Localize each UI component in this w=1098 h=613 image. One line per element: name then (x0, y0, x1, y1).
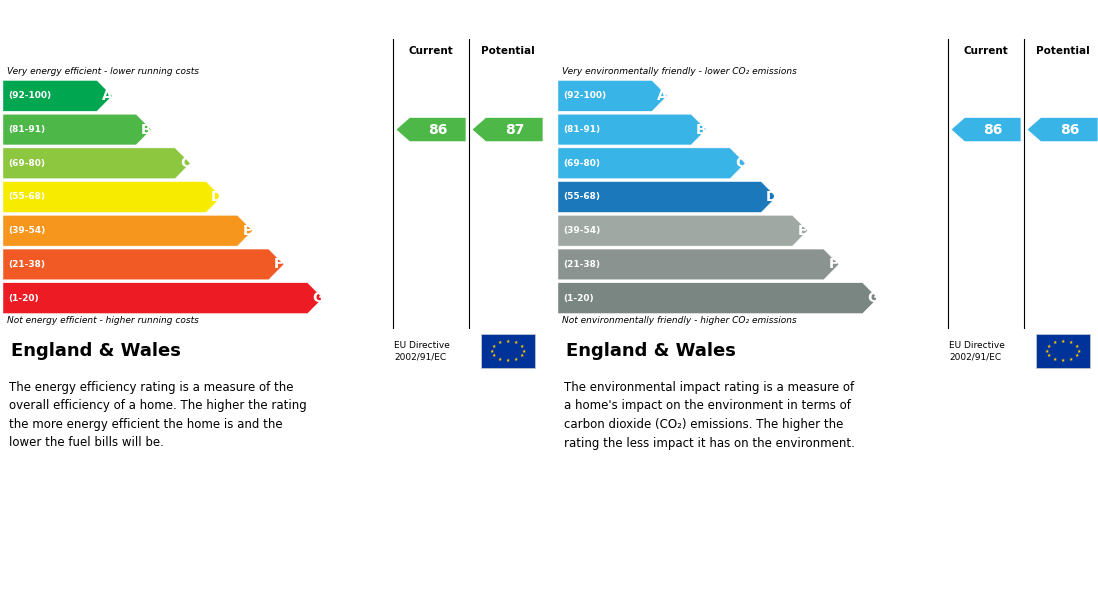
Text: A: A (101, 89, 112, 103)
Text: (55-68): (55-68) (563, 192, 600, 202)
Text: (1-20): (1-20) (8, 294, 38, 303)
Polygon shape (1027, 118, 1098, 142)
Text: ★: ★ (1075, 353, 1079, 358)
Polygon shape (3, 148, 190, 178)
Polygon shape (558, 148, 746, 178)
Text: (55-68): (55-68) (8, 192, 45, 202)
Polygon shape (558, 249, 839, 280)
Text: E: E (243, 224, 253, 238)
Text: 86: 86 (983, 123, 1002, 137)
Polygon shape (472, 118, 544, 142)
Text: (81-91): (81-91) (563, 125, 601, 134)
Polygon shape (3, 283, 323, 313)
Polygon shape (558, 181, 776, 212)
Text: ★: ★ (1069, 340, 1074, 345)
Text: ★: ★ (1075, 344, 1079, 349)
Text: C: C (735, 156, 746, 170)
Polygon shape (3, 114, 152, 145)
Text: Very environmentally friendly - lower CO₂ emissions: Very environmentally friendly - lower CO… (562, 67, 797, 76)
Polygon shape (558, 80, 668, 111)
Text: Environmental Impact (CO₂) Rating: Environmental Impact (CO₂) Rating (572, 12, 915, 30)
Text: ★: ★ (1061, 358, 1065, 363)
Polygon shape (558, 283, 877, 313)
Text: (92-100): (92-100) (8, 91, 52, 101)
Text: England & Wales: England & Wales (11, 342, 181, 360)
Text: ★: ★ (506, 358, 511, 363)
Text: Energy Efficiency Rating: Energy Efficiency Rating (16, 12, 257, 30)
Text: Potential: Potential (1035, 46, 1089, 56)
Text: ★: ★ (514, 357, 518, 362)
Text: EU Directive
2002/91/EC: EU Directive 2002/91/EC (949, 341, 1005, 362)
Polygon shape (951, 118, 1021, 142)
Text: ★: ★ (520, 344, 524, 349)
Text: 87: 87 (505, 123, 524, 137)
Text: (69-80): (69-80) (8, 159, 45, 168)
Text: G: G (312, 291, 323, 305)
Text: F: F (829, 257, 838, 272)
Text: B: B (695, 123, 706, 137)
Text: ★: ★ (490, 349, 494, 354)
Polygon shape (3, 249, 283, 280)
Text: ★: ★ (492, 353, 496, 358)
Text: England & Wales: England & Wales (565, 342, 736, 360)
Bar (1035, 334, 1090, 368)
Text: ★: ★ (1069, 357, 1074, 362)
Text: (21-38): (21-38) (563, 260, 600, 269)
Text: ★: ★ (1046, 353, 1051, 358)
Text: (21-38): (21-38) (8, 260, 45, 269)
Text: Potential: Potential (481, 46, 535, 56)
Text: (39-54): (39-54) (563, 226, 601, 235)
Text: Current: Current (408, 46, 453, 56)
Text: ★: ★ (1061, 339, 1065, 344)
Text: ★: ★ (1044, 349, 1049, 354)
Polygon shape (3, 80, 112, 111)
Text: ★: ★ (506, 339, 511, 344)
Text: A: A (657, 89, 668, 103)
Text: The energy efficiency rating is a measure of the
overall efficiency of a home. T: The energy efficiency rating is a measur… (9, 381, 306, 449)
Text: D: D (211, 190, 222, 204)
Bar (481, 334, 535, 368)
Text: ★: ★ (522, 349, 526, 354)
Text: ★: ★ (514, 340, 518, 345)
Text: B: B (141, 123, 152, 137)
Text: Not energy efficient - higher running costs: Not energy efficient - higher running co… (7, 316, 199, 325)
Polygon shape (558, 114, 706, 145)
Text: (1-20): (1-20) (563, 294, 594, 303)
Text: ★: ★ (1077, 349, 1082, 354)
Polygon shape (558, 215, 808, 246)
Text: The environmental impact rating is a measure of
a home's impact on the environme: The environmental impact rating is a mea… (564, 381, 855, 449)
Polygon shape (396, 118, 466, 142)
Text: ★: ★ (1046, 344, 1051, 349)
Text: G: G (866, 291, 878, 305)
Text: ★: ★ (497, 340, 502, 345)
Text: ★: ★ (1053, 340, 1057, 345)
Text: (69-80): (69-80) (563, 159, 600, 168)
Text: EU Directive
2002/91/EC: EU Directive 2002/91/EC (394, 341, 450, 362)
Text: 86: 86 (1060, 123, 1079, 137)
Polygon shape (3, 215, 253, 246)
Text: 86: 86 (428, 123, 448, 137)
Text: (92-100): (92-100) (563, 91, 606, 101)
Text: ★: ★ (492, 344, 496, 349)
Text: D: D (765, 190, 777, 204)
Text: ★: ★ (497, 357, 502, 362)
Text: Current: Current (964, 46, 1008, 56)
Text: Very energy efficient - lower running costs: Very energy efficient - lower running co… (7, 67, 199, 76)
Polygon shape (3, 181, 222, 212)
Text: C: C (180, 156, 190, 170)
Text: (39-54): (39-54) (8, 226, 45, 235)
Text: ★: ★ (520, 353, 524, 358)
Text: (81-91): (81-91) (8, 125, 45, 134)
Text: F: F (273, 257, 283, 272)
Text: Not environmentally friendly - higher CO₂ emissions: Not environmentally friendly - higher CO… (562, 316, 797, 325)
Text: E: E (797, 224, 807, 238)
Text: ★: ★ (1053, 357, 1057, 362)
